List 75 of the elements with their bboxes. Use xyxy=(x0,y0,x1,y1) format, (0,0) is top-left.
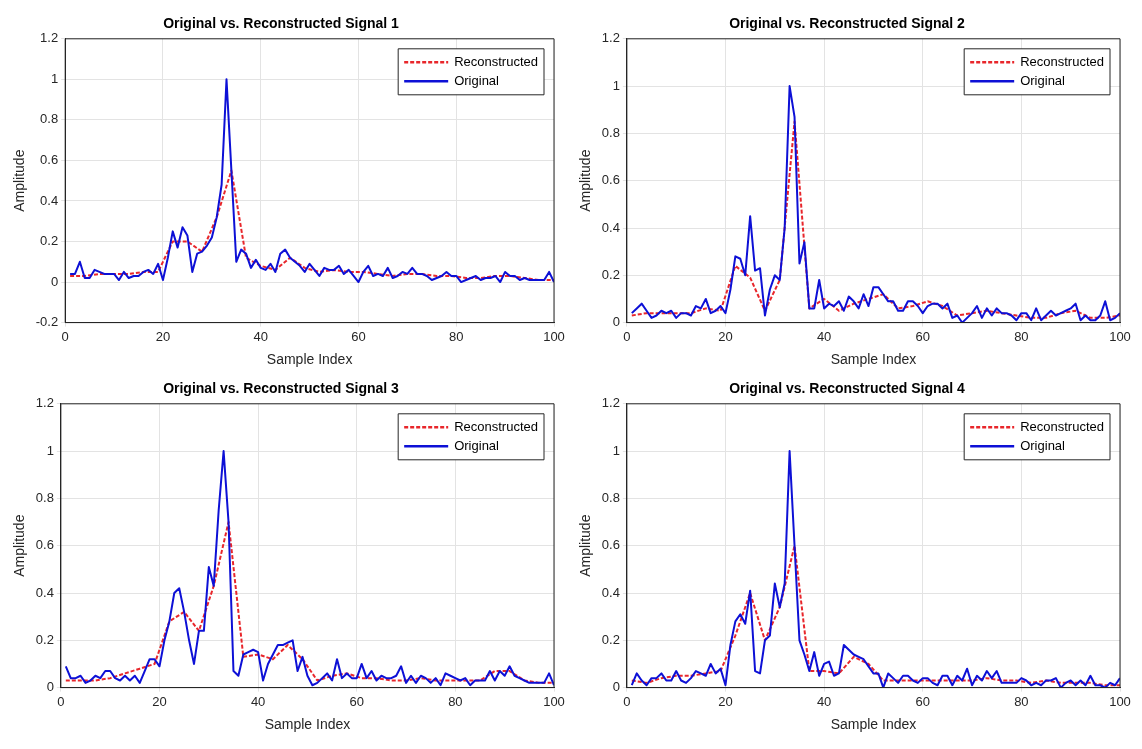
line-series xyxy=(630,544,1120,687)
legend-label: Original xyxy=(454,72,500,88)
x-tick-label: 80 xyxy=(1014,693,1029,709)
y-tick-label: 0.4 xyxy=(40,192,59,208)
y-tick-label: 0.8 xyxy=(40,111,59,127)
x-tick-label: 40 xyxy=(253,328,268,344)
y-tick-label: 0.6 xyxy=(40,152,59,168)
y-tick-label: 0 xyxy=(46,679,54,695)
y-tick-label: 0.8 xyxy=(601,124,620,140)
x-tick-label: 40 xyxy=(250,693,266,709)
y-tick-label: -0.2 xyxy=(35,314,59,330)
line-series xyxy=(69,169,554,282)
y-tick-label: 0 xyxy=(612,679,620,695)
y-tick-label: 1 xyxy=(50,70,59,86)
y-axis-title: Amplitude xyxy=(11,514,28,577)
x-tick-label: 60 xyxy=(915,693,930,709)
x-tick-label: 40 xyxy=(816,328,832,344)
x-axis-title: Sample Index xyxy=(830,716,917,733)
legend-label: Reconstructed xyxy=(1020,53,1105,69)
y-tick-label: 0.2 xyxy=(40,233,59,249)
y-tick-label: 1 xyxy=(612,442,620,458)
x-axis-title: Sample Index xyxy=(830,351,917,368)
y-axis-title: Amplitude xyxy=(11,149,28,212)
y-tick-label: 1 xyxy=(612,77,620,93)
x-tick-label: 0 xyxy=(623,328,631,344)
chart-title: Original vs. Reconstructed Signal 3 xyxy=(163,380,400,397)
chart-title: Original vs. Reconstructed Signal 4 xyxy=(729,380,966,397)
y-tick-label: 0.8 xyxy=(35,489,54,505)
y-axis-title: Amplitude xyxy=(577,149,594,212)
y-tick-label: 1.2 xyxy=(601,395,620,411)
legend-label: Original xyxy=(1020,437,1066,453)
x-tick-label: 80 xyxy=(449,328,464,344)
y-tick-label: 0.6 xyxy=(35,537,54,553)
x-tick-label: 80 xyxy=(1014,328,1029,344)
legend-label: Reconstructed xyxy=(454,418,539,434)
y-axis-title: Amplitude xyxy=(577,514,594,577)
y-tick-label: 1.2 xyxy=(601,30,620,46)
x-tick-label: 100 xyxy=(543,693,565,709)
x-tick-label: 80 xyxy=(448,693,463,709)
y-tick-label: 0.8 xyxy=(601,489,620,505)
y-tick-label: 0.4 xyxy=(601,219,620,235)
x-tick-label: 0 xyxy=(61,328,69,344)
x-axis-title: Sample Index xyxy=(266,351,353,368)
legend-label: Reconstructed xyxy=(1020,418,1105,434)
legend-label: Original xyxy=(454,437,500,453)
x-tick-label: 100 xyxy=(1109,328,1131,344)
legend-label: Reconstructed xyxy=(454,53,539,69)
y-tick-label: 0 xyxy=(612,314,620,330)
y-tick-label: 1 xyxy=(46,442,54,458)
x-tick-label: 60 xyxy=(351,328,366,344)
y-tick-label: 0 xyxy=(50,273,59,289)
x-tick-label: 100 xyxy=(1109,693,1131,709)
y-tick-label: 0.6 xyxy=(601,537,620,553)
x-tick-label: 0 xyxy=(623,693,631,709)
y-tick-label: 1.2 xyxy=(35,395,54,411)
y-tick-label: 0.4 xyxy=(35,584,54,600)
x-tick-label: 60 xyxy=(349,693,364,709)
x-axis-title: Sample Index xyxy=(264,716,351,733)
y-tick-label: 0.2 xyxy=(35,631,54,647)
y-tick-label: 0.2 xyxy=(601,266,620,282)
y-tick-label: 0.6 xyxy=(601,172,620,188)
x-tick-label: 20 xyxy=(152,693,167,709)
x-tick-label: 60 xyxy=(915,328,930,344)
chart-title: Original vs. Reconstructed Signal 2 xyxy=(729,15,966,32)
y-tick-label: 1.2 xyxy=(40,30,59,46)
x-tick-label: 20 xyxy=(718,693,733,709)
y-tick-label: 0.4 xyxy=(601,584,620,600)
legend-label: Original xyxy=(1020,72,1066,88)
x-tick-label: 100 xyxy=(543,328,565,344)
line-series xyxy=(64,521,554,684)
x-tick-label: 20 xyxy=(718,328,733,344)
y-tick-label: 0.2 xyxy=(601,631,620,647)
chart-title: Original vs. Reconstructed Signal 1 xyxy=(163,15,400,32)
x-tick-label: 20 xyxy=(155,328,171,344)
x-tick-label: 40 xyxy=(816,693,832,709)
